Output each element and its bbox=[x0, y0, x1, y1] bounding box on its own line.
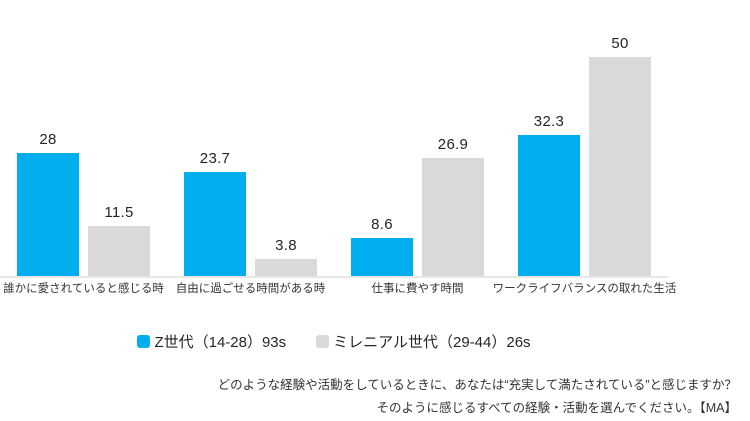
bar-column: 50 bbox=[589, 35, 651, 276]
bar-value-label: 11.5 bbox=[104, 204, 134, 221]
bar-column: 32.3 bbox=[518, 113, 580, 276]
bar-value-label: 26.9 bbox=[437, 136, 469, 153]
legend-item-genz: Z世代（14-28）93s bbox=[137, 331, 286, 352]
legend-label-genz: Z世代（14-28）93s bbox=[154, 334, 287, 351]
chart-legend: Z世代（14-28）93s ミレニアル世代（29-44）26s bbox=[0, 331, 668, 352]
bar-value-label: 32.3 bbox=[533, 113, 565, 130]
survey-question-line2: そのように感じるすべての経験・活動を選んでください。【MA】 bbox=[376, 400, 737, 415]
bar-chart: 28 11.5 23.7 3.8 8.6 26.9 32.3 50 誰かに愛されていると感じる… bbox=[0, 35, 676, 300]
bar-column: 8.6 bbox=[351, 216, 413, 276]
survey-question-line1: どのような経験や活動をしているときに、あなたは“充実して満たされている”と感じま… bbox=[217, 378, 737, 392]
genz-color-swatch bbox=[137, 335, 151, 348]
bar bbox=[255, 259, 317, 276]
category-label: 自由に過ごせる時間がある時 bbox=[175, 283, 326, 295]
bar bbox=[518, 135, 580, 276]
bar-value-label: 50 bbox=[611, 35, 629, 52]
bar bbox=[422, 158, 484, 276]
bar bbox=[589, 57, 651, 276]
bar-group: 32.3 50 bbox=[518, 35, 651, 276]
bar-group: 23.7 3.8 bbox=[184, 150, 317, 276]
bar-value-label: 3.8 bbox=[275, 237, 297, 254]
millennial-color-swatch bbox=[316, 335, 330, 348]
bar-column: 26.9 bbox=[422, 136, 484, 276]
bar-group: 8.6 26.9 bbox=[351, 136, 484, 276]
bar-column: 11.5 bbox=[88, 204, 150, 276]
category-label: 誰かに愛されていると感じる時 bbox=[3, 283, 164, 295]
bar-column: 3.8 bbox=[255, 237, 317, 276]
bar-value-label: 23.7 bbox=[199, 150, 231, 167]
bar-column: 28 bbox=[17, 131, 79, 276]
bar bbox=[351, 238, 413, 276]
category-label: 仕事に費やす時間 bbox=[371, 283, 464, 295]
bar bbox=[17, 153, 79, 276]
legend-label-millennial: ミレニアル世代（29-44）26s bbox=[333, 334, 531, 351]
bar bbox=[88, 226, 150, 276]
bar-value-label: 28 bbox=[39, 131, 57, 148]
bar-group: 28 11.5 bbox=[17, 131, 150, 276]
survey-question-note: どのような経験や活動をしているときに、あなたは“充実して満たされている”と感じま… bbox=[218, 374, 737, 419]
category-label: ワークライフバランスの取れた生活 bbox=[492, 283, 677, 295]
category-axis: 誰かに愛されていると感じる時 自由に過ごせる時間がある時 仕事に費やす時間 ワークライ… bbox=[0, 278, 676, 300]
chart-plot-area: 28 11.5 23.7 3.8 8.6 26.9 32.3 50 bbox=[0, 35, 668, 278]
bar-column: 23.7 bbox=[184, 150, 246, 276]
bar bbox=[184, 172, 246, 276]
bar-value-label: 8.6 bbox=[371, 216, 393, 233]
legend-item-millennial: ミレニアル世代（29-44）26s bbox=[316, 331, 531, 352]
